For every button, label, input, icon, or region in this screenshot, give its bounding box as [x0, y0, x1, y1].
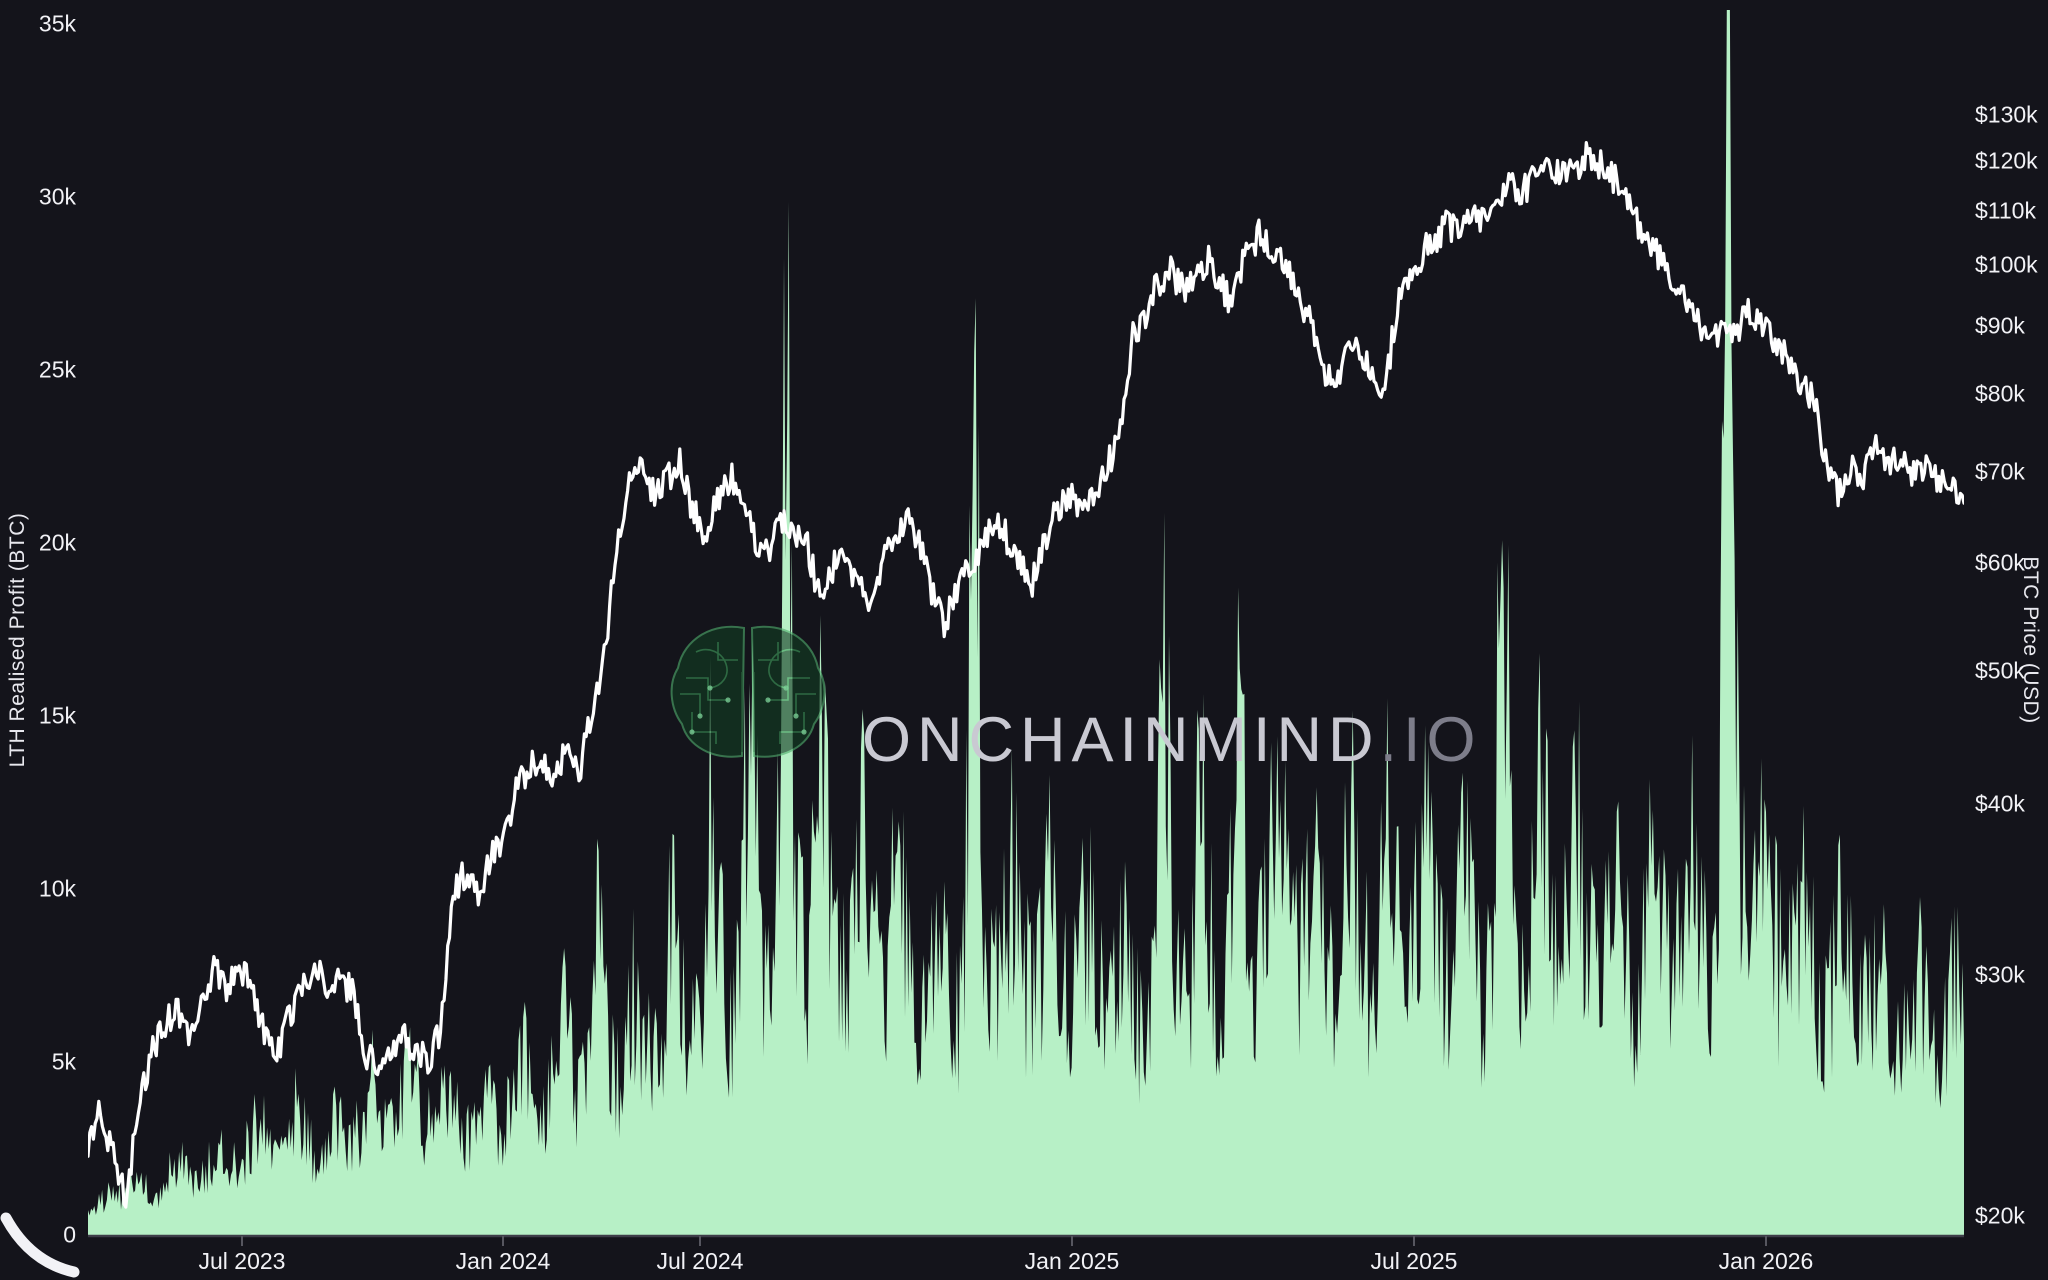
- x-axis-tick: Jan 2026: [1718, 1248, 1814, 1274]
- btc-price-line: [88, 141, 1964, 1209]
- x-axis-tick: Jul 2024: [656, 1248, 744, 1274]
- right-axis-title: BTC Price (USD): [2019, 556, 2042, 724]
- right-axis-tick: $90k: [1975, 312, 2025, 339]
- right-axis-tick: $20k: [1975, 1202, 2025, 1229]
- watermark-brand-tld: .IO: [1379, 705, 1482, 775]
- right-axis-tick: $130k: [1975, 101, 2038, 128]
- left-axis-tick: 20k: [38, 529, 76, 556]
- x-axis-tick-marks: [241, 1236, 1767, 1246]
- watermark-brand: ONCHAINMIND.IO: [862, 704, 1482, 776]
- left-axis-tick: 25k: [38, 356, 76, 383]
- x-axis-tick: Jan 2024: [455, 1248, 551, 1274]
- profit-area-light-layer: [88, 10, 1964, 1236]
- x-axis-tick: Jul 2025: [1370, 1248, 1458, 1274]
- x-axis-tick: Jul 2023: [198, 1248, 286, 1274]
- right-axis-tick: $40k: [1975, 790, 2025, 817]
- right-axis-tick: $110k: [1975, 197, 2036, 224]
- right-axis-tick: $120k: [1975, 147, 2038, 174]
- right-axis-tick: $30k: [1975, 961, 2025, 988]
- left-axis-tick: 0: [63, 1221, 76, 1248]
- left-axis-tick: 15k: [38, 702, 76, 729]
- left-axis-tick: 30k: [38, 183, 76, 210]
- right-axis-tick: $60k: [1975, 549, 2025, 576]
- right-axis-tick: $80k: [1975, 380, 2025, 407]
- x-axis-tick: Jan 2025: [1024, 1248, 1120, 1274]
- left-axis-tick: 35k: [38, 10, 76, 37]
- right-axis-tick: $70k: [1975, 458, 2025, 485]
- brain-circuit-icon: [656, 612, 840, 768]
- watermark-brand-name: ONCHAINMIND: [862, 705, 1380, 775]
- right-axis-tick: $50k: [1975, 657, 2025, 684]
- corner-arc-decoration: [0, 1212, 80, 1278]
- left-axis-tick: 10k: [38, 875, 76, 902]
- right-axis-tick: $100k: [1975, 251, 2038, 278]
- left-axis-tick: 5k: [51, 1048, 76, 1075]
